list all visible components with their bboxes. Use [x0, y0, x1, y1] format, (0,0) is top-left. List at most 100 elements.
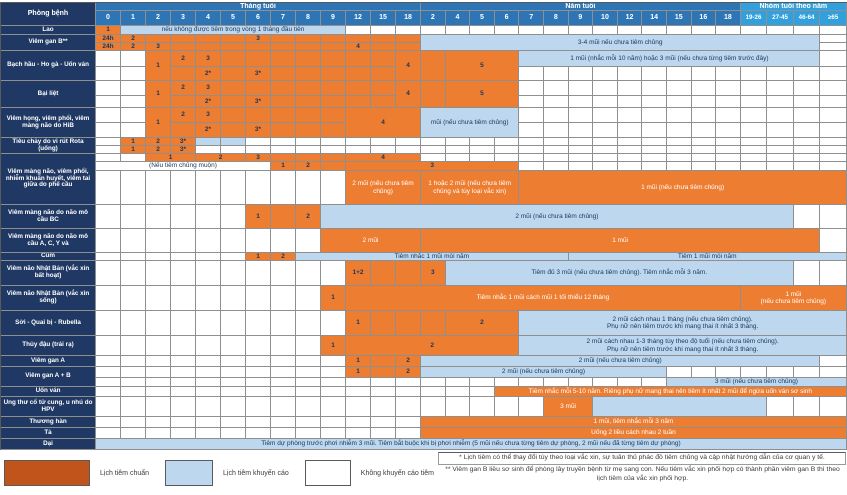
empty-cell: [96, 417, 121, 428]
empty-cell: [296, 417, 321, 428]
empty-cell: [617, 96, 643, 108]
empty-cell: [666, 367, 692, 378]
empty-cell: [96, 67, 121, 81]
empty-cell: [568, 26, 594, 35]
schedule-cell: 4: [396, 81, 421, 108]
schedule-cell: 2: [296, 162, 321, 171]
empty-cell: [321, 171, 346, 205]
empty-cell: [519, 146, 544, 154]
empty-cell: [666, 162, 692, 171]
empty-cell: [568, 378, 594, 387]
schedule-cell: [296, 96, 321, 108]
year-col-header: 5: [470, 11, 495, 26]
age-banner-header: Tháng tuổi: [96, 3, 421, 11]
empty-cell: [121, 336, 146, 356]
empty-cell: [146, 397, 171, 417]
disease-label: Viêm gan A: [1, 356, 96, 367]
schedule-cell: 2 mũi: [321, 229, 421, 253]
empty-cell: [346, 387, 371, 397]
empty-cell: [346, 26, 371, 35]
empty-cell: [96, 387, 121, 397]
empty-cell: [740, 81, 768, 96]
schedule-cell: [371, 67, 396, 81]
schedule-cell: [271, 81, 296, 96]
empty-cell: [691, 162, 717, 171]
empty-cell: [221, 378, 246, 387]
empty-cell: [196, 171, 221, 205]
month-col-header: 1: [121, 11, 146, 26]
schedule-cell: 1: [346, 367, 371, 378]
empty-cell: [642, 146, 667, 154]
vaccination-schedule-table: Phòng bệnh Tháng tuổi Năm tuổi Nhóm tuổi th…: [0, 2, 847, 450]
empty-cell: [519, 154, 544, 162]
empty-cell: [396, 146, 421, 154]
month-col-header: 4: [196, 11, 221, 26]
schedule-cell: [171, 43, 196, 51]
empty-cell: [716, 67, 741, 81]
empty-cell: [246, 387, 271, 397]
empty-cell: [470, 378, 495, 387]
empty-cell: [519, 123, 544, 138]
empty-cell: [820, 367, 847, 378]
year-col-header: 4: [445, 11, 471, 26]
empty-cell: [716, 96, 741, 108]
empty-cell: [445, 387, 471, 397]
empty-cell: [767, 162, 794, 171]
disease-label: Tiêu chảy do vi rút Rota (uống): [1, 138, 96, 154]
empty-cell: [494, 154, 520, 162]
empty-cell: [121, 367, 146, 378]
disease-label: Thương hàn: [1, 417, 96, 428]
empty-cell: [321, 417, 346, 428]
empty-cell: [221, 261, 246, 286]
empty-cell: [96, 205, 121, 229]
empty-cell: [593, 138, 618, 146]
empty-cell: [121, 154, 146, 162]
empty-cell: [642, 96, 667, 108]
empty-cell: [146, 387, 171, 397]
empty-cell: [820, 162, 847, 171]
empty-cell: [171, 387, 196, 397]
schedule-cell: 2*: [196, 96, 221, 108]
empty-cell: [121, 253, 146, 261]
empty-cell: [371, 378, 396, 387]
schedule-cell: 3: [346, 162, 520, 171]
empty-cell: [146, 253, 171, 261]
empty-cell: [271, 261, 296, 286]
empty-cell: [271, 387, 296, 397]
schedule-cell: 24h: [96, 43, 121, 51]
empty-cell: [196, 286, 221, 311]
empty-cell: [246, 417, 271, 428]
schedule-cell: 3 mũi (nếu chưa tiêm chủng): [666, 378, 847, 387]
empty-cell: [121, 123, 146, 138]
empty-cell: [96, 286, 121, 311]
empty-cell: [146, 356, 171, 367]
schedule-cell: 3*: [171, 138, 196, 146]
empty-cell: [246, 367, 271, 378]
empty-cell: [642, 154, 667, 162]
empty-cell: [568, 81, 594, 96]
schedule-cell: [296, 43, 321, 51]
empty-cell: [296, 336, 321, 356]
empty-cell: [445, 138, 471, 146]
schedule-cell: 4: [346, 43, 371, 51]
empty-cell: [470, 387, 495, 397]
schedule-cell: [146, 35, 171, 43]
empty-cell: [793, 81, 821, 96]
empty-cell: [196, 311, 221, 336]
empty-cell: [221, 428, 246, 439]
empty-cell: [96, 154, 121, 162]
empty-cell: [196, 397, 221, 417]
year-col-header: 7: [519, 11, 544, 26]
schedule-cell: [271, 154, 296, 162]
schedule-cell: 2 mũi (nếu chưa tiêm chủng): [421, 356, 821, 367]
empty-cell: [246, 229, 271, 253]
empty-cell: [346, 138, 371, 146]
schedule-cell: 24h: [96, 35, 121, 43]
year-col-header: 10: [593, 11, 618, 26]
empty-cell: [321, 387, 346, 397]
empty-cell: [767, 397, 794, 417]
empty-cell: [421, 138, 446, 146]
schedule-cell: [221, 96, 246, 108]
empty-cell: [820, 356, 847, 367]
empty-cell: [617, 146, 643, 154]
